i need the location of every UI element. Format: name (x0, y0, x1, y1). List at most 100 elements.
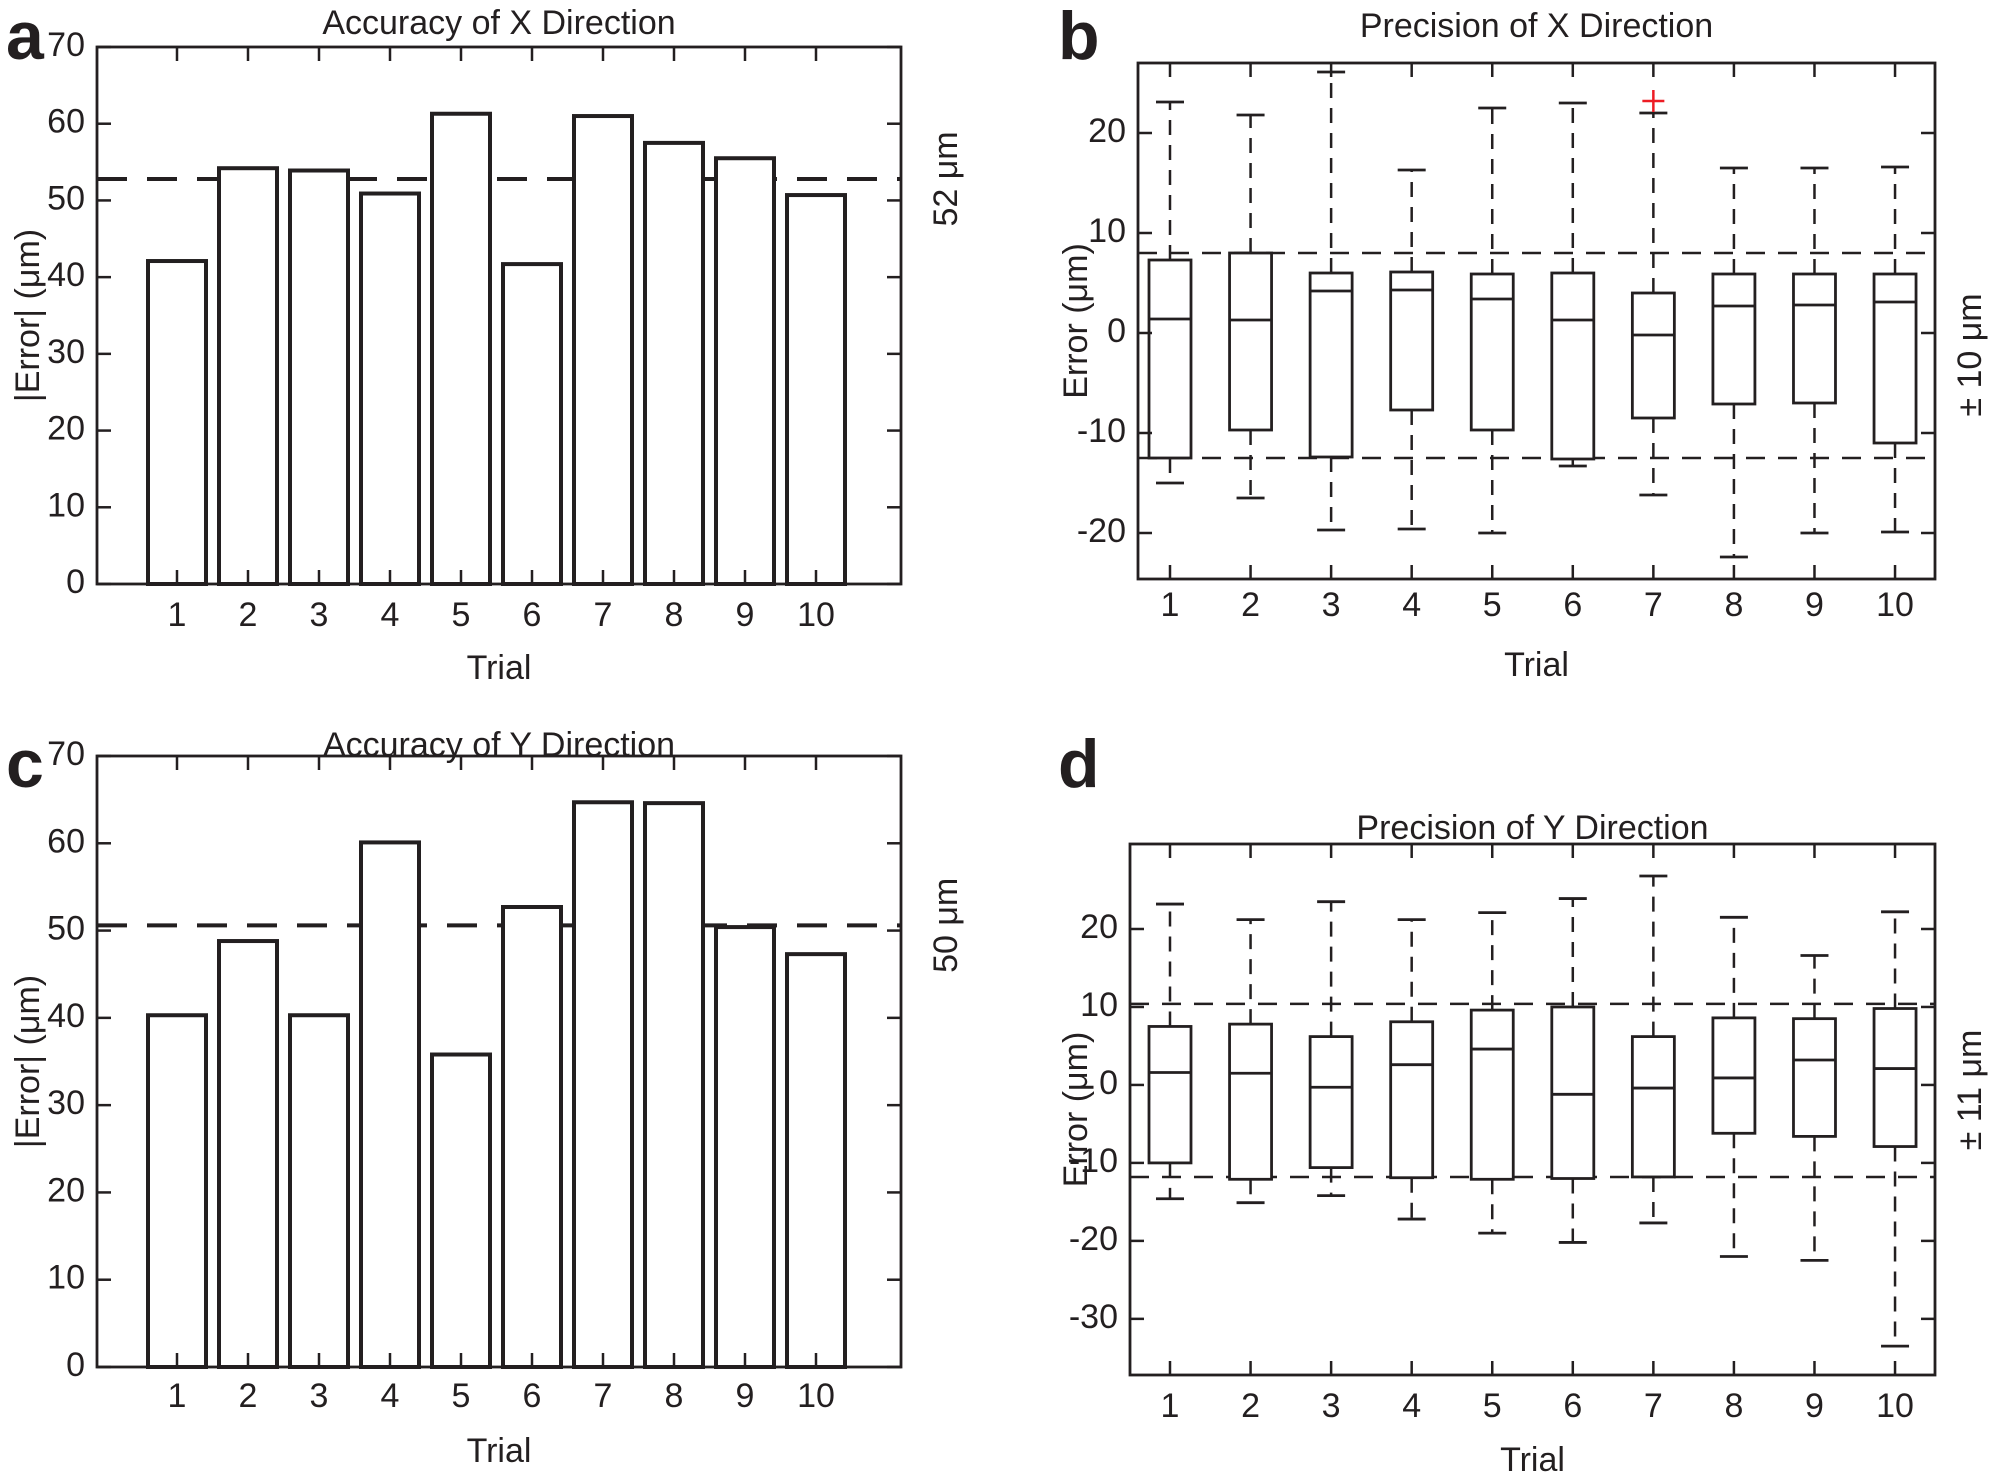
box (1872, 272, 1918, 445)
panel-letter-b: b (1058, 0, 1100, 74)
box (1630, 291, 1676, 420)
tick-label: 20 (1088, 112, 1126, 150)
tick-label: 50 (47, 910, 85, 948)
x-axis-label: Trial (1500, 1441, 1565, 1479)
panel-precision-y: -30 -20 -10 0 10 20 1 2 3 4 5 6 7 8 9 10 Precision of Y … (1000, 720, 2000, 1481)
tick-label: 5 (1483, 586, 1502, 624)
x-axis-label: Trial (1504, 646, 1569, 684)
tick-label: 60 (47, 103, 85, 141)
tick-label: 4 (381, 596, 400, 634)
bar (288, 1013, 350, 1369)
tick-label: 10 (1876, 586, 1914, 624)
tick-label: 30 (47, 333, 85, 371)
box (1389, 1020, 1435, 1180)
box (1147, 1025, 1193, 1165)
x-axis-label: Trial (467, 1432, 532, 1470)
tick-label: 0 (66, 563, 85, 601)
bar (217, 166, 279, 587)
bar (785, 952, 847, 1369)
panel-a-svg: 0 10 20 30 40 50 60 70 1 2 3 4 5 6 7 8 9 10 Accuracy of X … (9, 4, 965, 687)
tick-label: -10 (1069, 1142, 1118, 1180)
chart-title: Accuracy of Y Direction (323, 726, 675, 764)
box (1308, 1035, 1354, 1169)
panel-precision-x: -20 -10 0 10 20 1 2 3 4 5 6 7 8 9 10 Precision of X Dir… (1000, 0, 2000, 740)
box (1872, 1007, 1918, 1148)
tick-label: 10 (47, 486, 85, 524)
tick-label: 7 (594, 1377, 613, 1415)
tick-label: 3 (1322, 586, 1341, 624)
panel-c-svg: 0 10 20 30 40 50 60 70 1 2 3 4 5 6 7 8 9 10 Accuracy of Y … (9, 726, 965, 1470)
bar (430, 1052, 492, 1369)
tick-label: 20 (47, 410, 85, 448)
tick-label: 1 (1161, 586, 1180, 624)
tick-label: 3 (310, 596, 329, 634)
tick-label: -20 (1077, 512, 1126, 550)
tick-label: 2 (1241, 586, 1260, 624)
tick-label: 40 (47, 997, 85, 1035)
tick-label: 9 (736, 596, 755, 634)
bar (359, 191, 421, 586)
tick-label: 7 (1644, 1387, 1663, 1425)
tick-label: 8 (1724, 1387, 1743, 1425)
bar (501, 262, 563, 586)
tick-label: 1 (168, 596, 187, 634)
tick-label: 10 (1080, 986, 1118, 1024)
tick-label: 9 (1805, 1387, 1824, 1425)
bar (146, 1013, 208, 1369)
tick-label: 9 (736, 1377, 755, 1415)
axes-frame (95, 45, 903, 586)
axes-frame (1128, 842, 1937, 1377)
right-annotation: ± 10 μm (1951, 293, 1989, 416)
bar (146, 259, 208, 586)
y-axis-label: |Error| (μm) (9, 975, 47, 1148)
tick-label: 1 (168, 1377, 187, 1415)
tick-label: 5 (452, 596, 471, 634)
box (1147, 258, 1193, 460)
tick-label: 2 (239, 1377, 258, 1415)
bar (359, 840, 421, 1370)
panel-d-svg: -30 -20 -10 0 10 20 1 2 3 4 5 6 7 8 9 10 Precision of Y … (1057, 809, 1989, 1479)
box (1228, 251, 1273, 432)
tick-label: 7 (594, 596, 613, 634)
panel-accuracy-y: 0 10 20 30 40 50 60 70 1 2 3 4 5 6 7 8 9 10 Accuracy of Y … (0, 720, 1000, 1481)
box (1550, 271, 1596, 461)
tick-label: 7 (1644, 586, 1663, 624)
box (1630, 1035, 1676, 1179)
right-annotation: 52 μm (927, 131, 965, 226)
panel-letter-c: c (6, 726, 44, 802)
tick-label: 4 (1402, 1387, 1421, 1425)
chart-title: Precision of Y Direction (1356, 809, 1708, 847)
tick-label: 10 (797, 596, 835, 634)
box (1711, 1016, 1757, 1135)
tick-label: 0 (66, 1346, 85, 1384)
tick-label: 3 (310, 1377, 329, 1415)
tick-label: 6 (523, 596, 542, 634)
tick-label: 9 (1805, 586, 1824, 624)
box (1792, 272, 1837, 405)
tick-label: 2 (239, 596, 258, 634)
box (1228, 1022, 1273, 1181)
tick-label: -20 (1069, 1220, 1118, 1258)
tick-label: -10 (1077, 412, 1126, 450)
bar (430, 111, 492, 587)
tick-label: 0 (1099, 1064, 1118, 1102)
bar (572, 800, 634, 1370)
tick-label: 70 (47, 26, 85, 64)
tick-label: 8 (665, 596, 684, 634)
bar (217, 939, 279, 1369)
box (1308, 271, 1354, 459)
box (1469, 1008, 1515, 1181)
bar (643, 801, 705, 1370)
tick-label: 2 (1241, 1387, 1260, 1425)
chart-title: Precision of X Direction (1360, 7, 1713, 45)
tick-label: 50 (47, 179, 85, 217)
tick-label: 10 (797, 1377, 835, 1415)
panel-b-svg: -20 -10 0 10 20 1 2 3 4 5 6 7 8 9 10 Precision of X Dir… (1057, 7, 1989, 684)
box (1389, 270, 1435, 412)
tick-label: 10 (47, 1259, 85, 1297)
tick-label: -30 (1069, 1298, 1118, 1336)
tick-label: 6 (1563, 586, 1582, 624)
tick-label: 60 (47, 822, 85, 860)
panel-letter-d: d (1058, 726, 1100, 802)
tick-label: 1 (1161, 1387, 1180, 1425)
